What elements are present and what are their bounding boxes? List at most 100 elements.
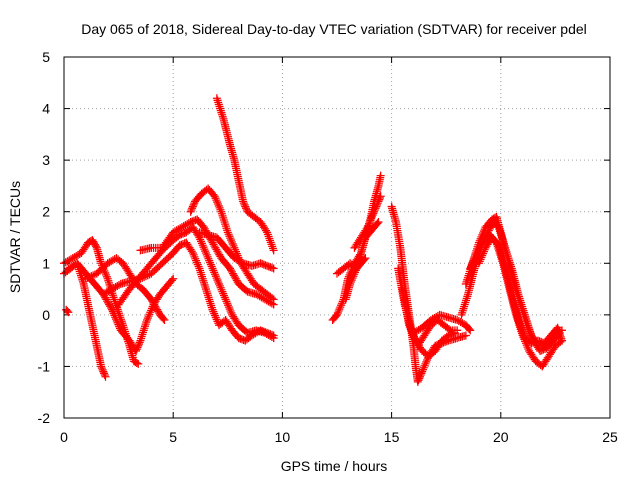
plus-marker [160,316,169,325]
plus-marker [346,279,355,288]
plus-marker [466,264,475,273]
plus-marker [197,239,206,248]
plus-marker [214,201,223,210]
plus-marker [226,306,235,315]
plus-marker [241,202,250,211]
plus-marker [477,253,486,262]
plus-marker [405,321,414,330]
plus-marker [226,266,235,275]
plus-marker [351,266,360,275]
plus-marker [415,372,424,381]
plus-marker [333,310,341,319]
plus-marker [205,256,214,265]
plus-marker [227,267,236,276]
plus-marker [211,313,220,322]
plus-marker [225,232,234,241]
plus-marker [114,320,123,329]
plus-marker [414,376,423,385]
plus-marker [418,367,427,376]
plus-marker [112,316,121,325]
plus-marker [479,247,488,256]
plus-marker [416,371,425,380]
plus-marker [410,334,419,343]
plus-marker [514,316,523,325]
plus-marker [368,211,377,220]
plus-marker [189,250,198,259]
plus-marker [190,252,199,261]
series-track-23 [474,233,566,348]
tick-labels: 0 5 10 15 20 25 -2 -1 0 1 2 3 4 5 [38,49,618,445]
plus-marker [104,298,113,307]
plus-marker [192,256,201,265]
plus-marker [524,325,533,334]
x-tick-label: 15 [384,429,400,445]
plus-marker [467,260,476,269]
plus-marker [107,303,116,312]
plus-marker [227,238,236,247]
plus-marker [133,343,142,352]
plus-marker [134,340,143,349]
plus-marker [346,277,355,286]
plus-marker [115,280,124,289]
plus-marker [219,291,228,300]
plus-marker [415,374,424,383]
y-tick-label: 1 [42,255,50,271]
plus-marker [147,295,156,304]
plus-marker [64,308,73,317]
plus-marker [63,306,72,315]
plus-marker [266,236,275,245]
plus-marker [523,321,532,330]
plus-marker [335,305,344,314]
series-track-15 [350,192,385,252]
plus-marker [215,203,224,212]
plus-marker [267,333,276,342]
plus-marker [105,300,114,309]
plus-marker [349,272,358,281]
plus-marker [263,230,272,239]
plus-marker [269,264,278,273]
plus-marker [216,205,225,214]
plus-marker [229,241,238,250]
plus-marker [159,314,168,323]
plus-marker [373,219,382,228]
plus-marker [362,224,371,233]
plus-marker [215,279,224,288]
plus-marker [206,258,215,267]
plus-marker [135,338,144,347]
plus-marker [142,316,151,325]
plus-marker [413,377,422,386]
plus-marker [231,245,240,254]
x-tick-label: 10 [275,429,291,445]
plus-marker [230,273,239,282]
plus-marker [242,204,250,213]
plus-marker [184,219,193,228]
plus-marker [112,315,121,324]
y-tick-label: 5 [42,49,50,65]
plus-marker [211,272,220,281]
plus-marker [268,294,277,303]
x-tick-label: 20 [493,429,509,445]
plus-marker [208,305,217,314]
plus-marker [373,199,382,208]
plus-marker [134,359,143,368]
plus-marker [519,330,528,339]
plus-marker [518,328,527,337]
plus-marker [197,237,206,246]
plus-marker [211,243,220,252]
plus-marker [524,345,533,354]
plus-marker [212,245,221,254]
plus-marker [467,262,476,271]
plus-marker [527,330,536,339]
plus-marker [225,264,234,273]
plus-marker [215,250,224,259]
plus-marker [515,318,523,327]
plus-marker [225,305,234,314]
plus-marker [207,262,216,271]
plus-marker [478,251,487,260]
plus-marker [108,305,117,314]
plus-marker [154,307,163,316]
plus-marker [376,192,385,201]
plus-marker [151,302,160,311]
plus-marker [113,318,122,327]
